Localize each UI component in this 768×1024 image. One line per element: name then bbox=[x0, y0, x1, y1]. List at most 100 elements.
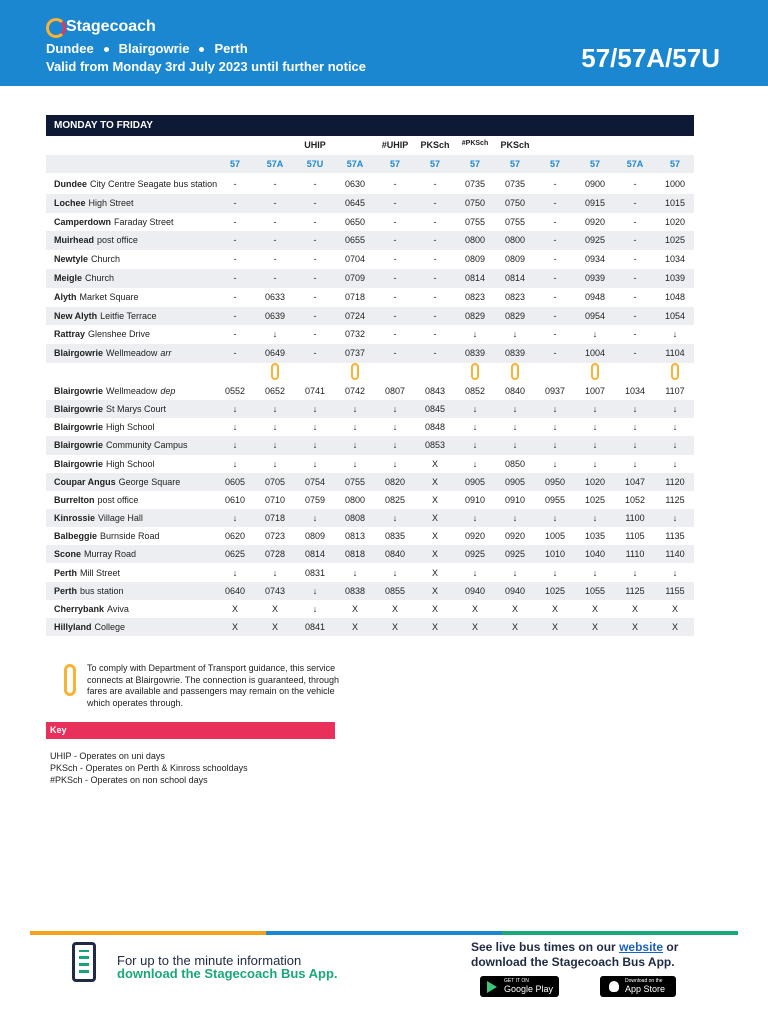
website-link[interactable]: website bbox=[619, 940, 664, 954]
time-cell: X bbox=[271, 621, 278, 632]
time-cell: - bbox=[433, 179, 437, 189]
time-cell: 0728 bbox=[264, 549, 286, 560]
time-cell: ↓ bbox=[512, 422, 518, 433]
stop-name: Blairgowrie High School bbox=[54, 422, 155, 432]
time-cell: 1135 bbox=[665, 531, 685, 542]
time-cell: 0732 bbox=[344, 329, 366, 340]
time-cell: 1110 bbox=[625, 549, 645, 560]
time-cell: ↓ bbox=[232, 404, 238, 415]
key-line: UHIP - Operates on uni days bbox=[50, 751, 165, 761]
time-cell: ↓ bbox=[552, 404, 558, 415]
time-cell: X bbox=[431, 476, 438, 487]
time-cell: 1004 bbox=[584, 348, 606, 359]
time-cell: 0759 bbox=[304, 494, 326, 505]
time-cell: ↓ bbox=[392, 440, 398, 451]
time-cell: X bbox=[631, 621, 638, 632]
table-title: MONDAY TO FRIDAY bbox=[54, 120, 153, 131]
row-shade bbox=[46, 545, 694, 564]
stop-name: Cherrybank Aviva bbox=[54, 604, 129, 614]
time-cell: ↓ bbox=[472, 422, 478, 433]
time-cell: 0724 bbox=[344, 310, 366, 321]
stop-desc: Wellmeadow bbox=[106, 348, 158, 359]
google-play-badge[interactable]: GET IT ON Google Play bbox=[480, 976, 559, 997]
time-cell: 1025 bbox=[544, 585, 566, 596]
time-cell: 0823 bbox=[464, 291, 486, 302]
time-cell: X bbox=[391, 621, 398, 632]
time-cell: ↓ bbox=[312, 458, 318, 469]
time-cell: 0831 bbox=[304, 567, 326, 578]
time-cell: - bbox=[393, 291, 397, 302]
route-number: 57A bbox=[626, 159, 644, 169]
stop-desc: bus station bbox=[80, 585, 124, 596]
time-cell: 1034 bbox=[624, 386, 646, 396]
time-cell: ↓ bbox=[592, 567, 598, 578]
route-number: 57U bbox=[306, 159, 324, 169]
time-cell: 0905 bbox=[504, 476, 526, 487]
time-cell: ↓ bbox=[392, 458, 398, 469]
time-cell: X bbox=[471, 603, 478, 614]
bullet bbox=[199, 47, 205, 53]
row-shade bbox=[46, 509, 694, 528]
table-title-bar bbox=[46, 115, 694, 136]
stop-desc: Murray Road bbox=[84, 549, 137, 560]
time-cell: 0838 bbox=[344, 585, 366, 596]
stop-name: Meigle Church bbox=[54, 273, 114, 283]
time-cell: - bbox=[633, 273, 637, 283]
time-cell: 1010 bbox=[544, 549, 566, 560]
time-cell: 0835 bbox=[384, 531, 406, 542]
route-number: 57 bbox=[389, 159, 400, 169]
time-cell: - bbox=[313, 291, 317, 302]
stop-name: Coupar Angus George Square bbox=[54, 477, 180, 487]
stop-place: Perth bbox=[54, 567, 78, 578]
time-cell: - bbox=[233, 197, 237, 208]
row-shade bbox=[46, 400, 694, 419]
column-note: UHIP bbox=[304, 140, 326, 150]
service-number: 57/57A/57U bbox=[581, 43, 720, 73]
time-cell: X bbox=[391, 603, 398, 614]
stop-place: Cherrybank bbox=[54, 603, 105, 614]
time-cell: ↓ bbox=[312, 422, 318, 433]
time-cell: ↓ bbox=[472, 440, 478, 451]
time-cell: 0630 bbox=[344, 179, 366, 189]
time-cell: 0937 bbox=[544, 386, 566, 396]
live-text: download the Stagecoach Bus App. bbox=[471, 955, 675, 969]
stop-name: Dundee bbox=[46, 41, 94, 56]
stop-name: Dundee City Centre Seagate bus station bbox=[54, 179, 217, 189]
stop-desc: St Marys Court bbox=[106, 404, 167, 415]
time-cell: ↓ bbox=[632, 458, 638, 469]
time-cell: - bbox=[633, 197, 637, 208]
time-cell: ↓ bbox=[272, 567, 278, 578]
badge-small: GET IT ON bbox=[504, 978, 529, 984]
time-cell: 0605 bbox=[224, 476, 246, 487]
time-cell: ↓ bbox=[352, 404, 358, 415]
time-cell: 0910 bbox=[464, 494, 486, 505]
time-cell: - bbox=[313, 179, 317, 189]
time-cell: ↓ bbox=[512, 567, 518, 578]
time-cell: 1155 bbox=[665, 585, 685, 596]
time-cell: 0843 bbox=[424, 386, 446, 396]
time-cell: 0853 bbox=[424, 440, 446, 451]
time-cell: 1025 bbox=[584, 494, 606, 505]
time-cell: ↓ bbox=[552, 440, 558, 451]
time-cell: X bbox=[351, 621, 358, 632]
time-cell: 0850 bbox=[504, 458, 526, 469]
time-cell: 1034 bbox=[664, 254, 686, 265]
time-cell: 0755 bbox=[504, 216, 526, 227]
stop-desc: Wellmeadow bbox=[106, 386, 158, 396]
time-cell: - bbox=[433, 216, 437, 227]
time-cell: - bbox=[393, 197, 397, 208]
app-store-badge[interactable]: Download on the App Store bbox=[600, 976, 676, 997]
time-cell: 0841 bbox=[304, 621, 326, 632]
time-cell: 0848 bbox=[424, 422, 446, 433]
time-cell: - bbox=[233, 273, 237, 283]
time-cell: 0925 bbox=[504, 549, 526, 560]
connect-icon bbox=[271, 363, 279, 380]
stop-place: Hillyland bbox=[54, 621, 92, 632]
column-note: PKSch bbox=[420, 140, 450, 150]
stop-place: Rattray bbox=[54, 329, 86, 340]
time-cell: 0718 bbox=[344, 291, 366, 302]
stop-name: Rattray Glenshee Drive bbox=[54, 329, 150, 339]
time-cell: ↓ bbox=[512, 404, 518, 415]
stop-place: Muirhead bbox=[54, 235, 95, 246]
time-cell: - bbox=[633, 216, 637, 227]
